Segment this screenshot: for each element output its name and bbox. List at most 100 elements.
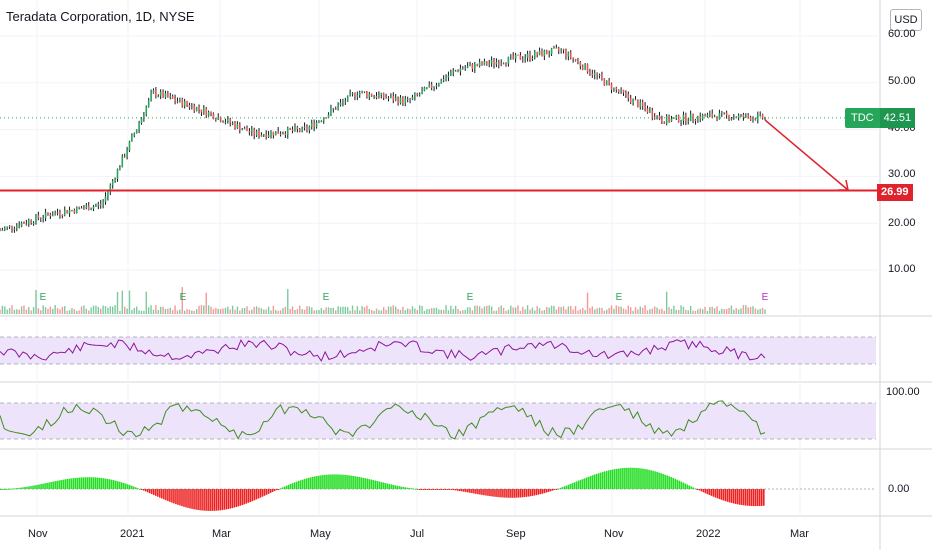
volume-bar: [486, 305, 488, 314]
volume-bar: [670, 308, 673, 314]
histogram-bar: [420, 489, 423, 490]
volume-bar: [653, 306, 656, 314]
volume-bar: [682, 306, 685, 314]
histogram-bar: [507, 489, 509, 498]
candle-body: [274, 131, 277, 136]
histogram-bar: [624, 467, 626, 489]
volume-bar: [658, 309, 661, 314]
histogram-bar: [366, 478, 368, 489]
volume-bar: [445, 305, 447, 314]
histogram-bar: [185, 489, 187, 508]
candle-body: [661, 119, 663, 123]
histogram-bar: [356, 476, 358, 489]
histogram-bar: [90, 477, 93, 489]
volume-bar: [109, 306, 112, 314]
histogram-bar: [225, 489, 228, 510]
candle-body: [740, 114, 742, 116]
earnings-marker[interactable]: E: [466, 292, 474, 303]
candle-body: [164, 93, 167, 98]
candle-body: [493, 60, 495, 65]
histogram-bar: [581, 479, 584, 489]
histogram-bar: [614, 469, 616, 489]
histogram-bar: [372, 480, 375, 489]
histogram-bar: [291, 483, 294, 489]
histogram-bar: [287, 484, 290, 489]
candle-body: [605, 80, 608, 86]
candle-body: [541, 50, 543, 57]
candle-body: [399, 97, 402, 104]
level-price-tag: 26.99: [877, 184, 913, 201]
histogram-bar: [660, 473, 662, 489]
earnings-marker[interactable]: E: [322, 292, 330, 303]
histogram-bar: [318, 475, 320, 489]
histogram-bar: [289, 483, 292, 489]
time-tick: 2021: [120, 528, 145, 540]
candle-body: [649, 110, 651, 113]
volume-bar: [251, 309, 253, 314]
volume-bar: [143, 310, 145, 314]
volume-bar: [596, 308, 598, 314]
histogram-bar: [664, 474, 666, 489]
candle-body: [634, 99, 637, 101]
histogram-bar: [658, 472, 660, 489]
histogram-bar: [595, 473, 598, 489]
volume-bar: [704, 306, 706, 314]
earnings-marker[interactable]: E: [615, 292, 623, 303]
earnings-marker-upcoming[interactable]: E: [761, 292, 769, 303]
histogram-bar: [543, 489, 546, 494]
volume-bar: [181, 287, 183, 314]
histogram-bar: [140, 489, 143, 490]
currency-button[interactable]: USD: [890, 9, 922, 31]
volume-bar: [725, 309, 728, 314]
earnings-marker[interactable]: E: [179, 292, 187, 303]
histogram-bar: [299, 480, 302, 489]
earnings-marker[interactable]: E: [39, 292, 47, 303]
candle-body: [133, 133, 136, 136]
histogram-bar: [177, 489, 179, 505]
candle-body: [450, 72, 452, 76]
histogram-bar: [656, 471, 658, 489]
candle-body: [83, 208, 85, 210]
histogram-bar: [157, 489, 159, 497]
volume-bar: [471, 310, 474, 314]
candle-body: [411, 97, 414, 100]
candle-body: [301, 126, 303, 132]
histogram-bar: [680, 481, 683, 489]
histogram-bar: [56, 480, 58, 489]
volume-bar: [140, 310, 143, 314]
volume-bar: [183, 310, 186, 314]
candle-body: [92, 206, 95, 209]
volume-bar: [308, 306, 311, 314]
volume-bar: [171, 310, 174, 314]
histogram-bar: [14, 488, 16, 490]
volume-bar: [454, 305, 457, 314]
volume-bar: [382, 307, 385, 314]
histogram-bar: [251, 489, 254, 502]
candle-body: [577, 60, 579, 62]
candle-body: [330, 108, 332, 115]
histogram-bar: [108, 479, 111, 489]
volume-bar: [550, 305, 553, 314]
histogram-bar: [467, 489, 469, 493]
volume-bar: [562, 306, 565, 314]
histogram-bar: [350, 475, 352, 489]
histogram-bar: [205, 489, 207, 511]
candle-body: [627, 94, 630, 99]
candle-body: [514, 54, 517, 59]
candle-body: [761, 114, 764, 119]
histogram-bar: [148, 489, 151, 494]
histogram-bar: [758, 489, 761, 507]
volume-bar: [524, 309, 526, 314]
volume-bar: [555, 309, 558, 314]
candle-body: [203, 108, 205, 113]
histogram-bar: [223, 489, 226, 510]
histogram-bar: [122, 482, 125, 489]
candle-body: [440, 79, 443, 84]
time-tick: Nov: [28, 528, 48, 540]
volume-bar: [119, 310, 121, 314]
histogram-bar: [547, 489, 550, 493]
candle-body: [332, 108, 335, 110]
candle-body: [665, 116, 668, 124]
volume-bar: [327, 307, 330, 314]
